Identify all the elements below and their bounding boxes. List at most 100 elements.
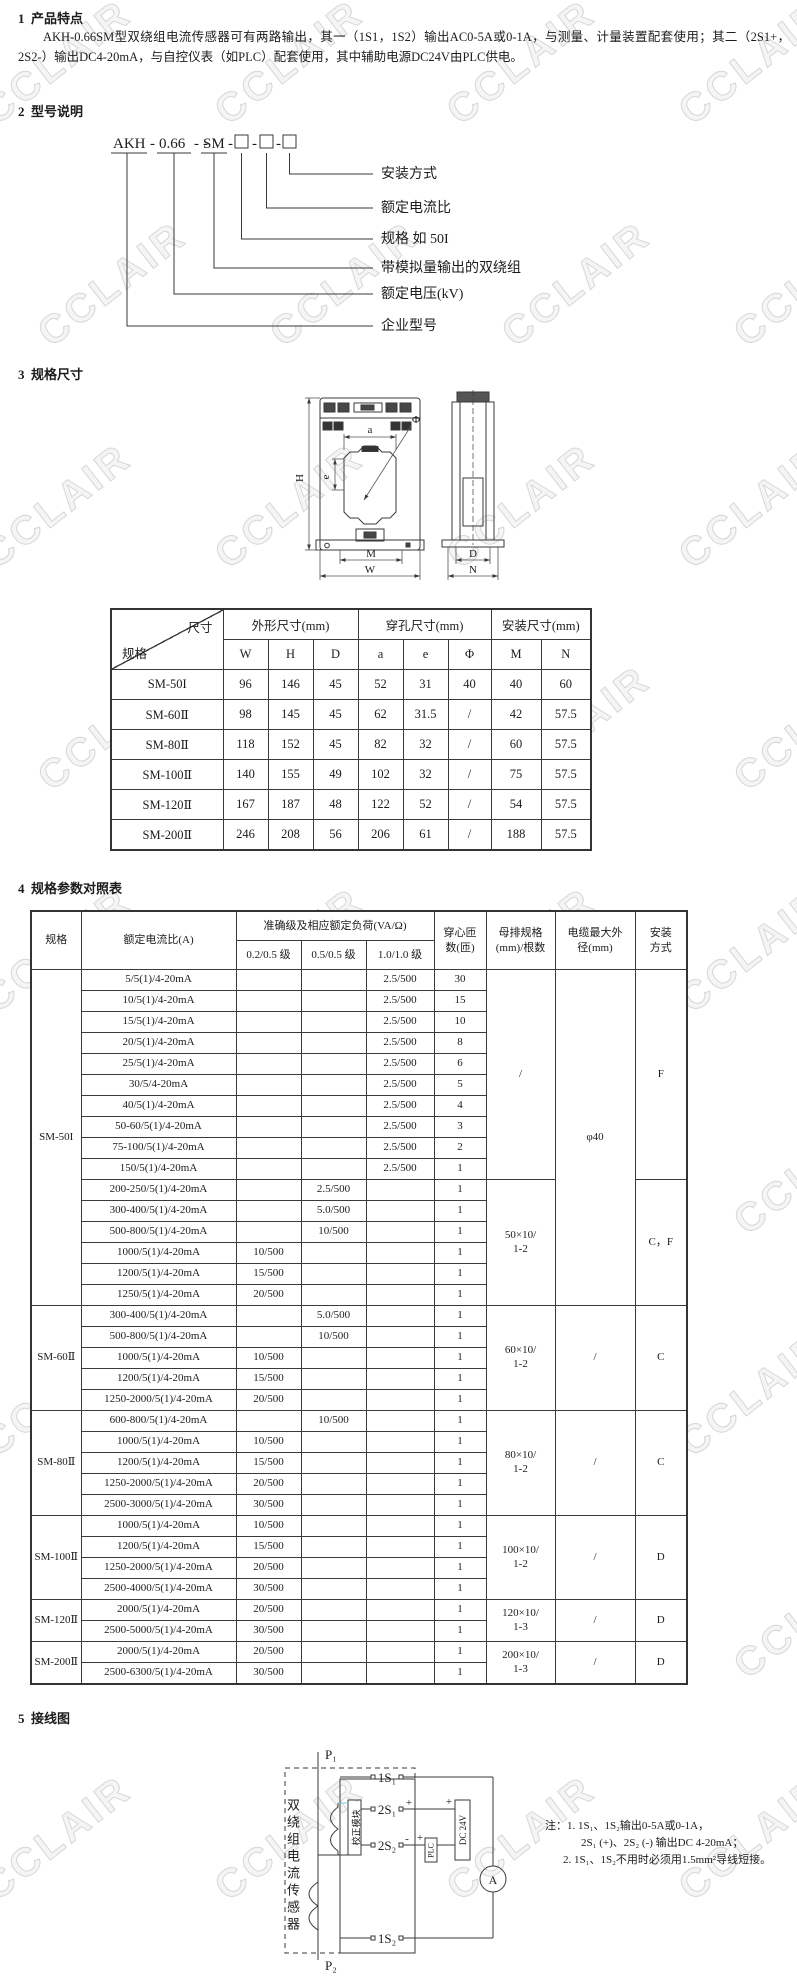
class02-cell [235, 1200, 302, 1222]
class05-cell [300, 1599, 367, 1621]
class02-cell: 10/500 [235, 1347, 302, 1369]
busbar-cell: 100×10/1-2 [485, 1515, 556, 1600]
class10-cell [365, 1515, 435, 1537]
class10-cell [365, 1200, 435, 1222]
watermark-text: CCLAIR [670, 1322, 797, 1466]
dim-value-cell: 54 [490, 789, 542, 820]
correction-module-label: 校正模块 [351, 1809, 362, 1846]
class02-cell [235, 1137, 302, 1159]
dim-label-D: D [469, 548, 477, 560]
class10-cell [365, 1452, 435, 1474]
corner-cell: 尺寸 规格 [110, 608, 224, 670]
inner-circuit-box [339, 1778, 416, 1954]
terminal-1s2-label: 1S₂ [378, 1931, 396, 1946]
watermark-text: CCLAIR [725, 1100, 797, 1244]
ratio-cell: 1200/5(1)/4-20mA [80, 1263, 237, 1285]
accuracy-class-header: 0.2/0.5 级 [235, 940, 302, 970]
dc24v-label: DC 24V [458, 1814, 468, 1846]
dim-value-cell: 45 [312, 699, 359, 730]
wiring-diagram: P₁ P₂ 1S₁ 2S₁ 2S₂ 1S₂ A + + - + 双绕组电流传感器… [235, 1742, 545, 1977]
class02-cell [235, 1095, 302, 1117]
cable-cell: / [554, 1515, 636, 1600]
turns-cell: 1 [433, 1158, 487, 1180]
terminal-2s2-label: 2S₂ [378, 1838, 396, 1853]
wiring-diagram-graphic: P₁ P₂ 1S₁ 2S₁ 2S₂ 1S₂ A + + - + [284, 1747, 507, 1973]
class02-cell: 20/500 [235, 1389, 302, 1411]
spec-name-cell: SM-120Ⅱ [110, 789, 224, 820]
class05-cell [300, 1095, 367, 1117]
primary-winding-coil [308, 1881, 319, 1931]
model-box-ratio [259, 134, 274, 149]
class10-cell [365, 1557, 435, 1579]
table-row: SM-120Ⅱ 2000/5(1)/4-20mA 20/500 1 120×10/1-3… [30, 1599, 688, 1642]
model-series: - [203, 136, 208, 152]
ratio-cell: 75-100/5(1)/4-20mA [80, 1137, 237, 1159]
class05-cell [300, 1620, 367, 1642]
turns-cell: 1 [433, 1452, 487, 1474]
ratio-cell: 15/5(1)/4-20mA [80, 1011, 237, 1033]
class05-cell [300, 1242, 367, 1264]
ratio-cell: 200-250/5(1)/4-20mA [80, 1179, 237, 1201]
class02-cell: 30/500 [235, 1662, 302, 1685]
dim-value-cell: / [447, 759, 492, 790]
dim-value-cell: 40 [447, 669, 492, 700]
spec-name-cell: SM-80Ⅱ [30, 1410, 82, 1516]
dim-value-cell: 49 [312, 759, 359, 790]
column-header: D [312, 639, 359, 670]
ratio-cell: 1000/5(1)/4-20mA [80, 1347, 237, 1369]
table-row: 1250-2000/5(1)/4-20mA 20/500 1 [31, 1389, 687, 1411]
sensor-boundary-box [284, 1767, 416, 1954]
turns-cell: 1 [433, 1515, 487, 1537]
dim-table-body: SM-50I 96 146 45 52 31 40 40 60 SM-60Ⅱ 98 145 45 62 31… [110, 669, 592, 851]
class10-cell [365, 1473, 435, 1495]
table-row: 40/5(1)/4-20mA 2.5/500 4 [31, 1095, 687, 1117]
cable-cell: / [554, 1410, 636, 1516]
turns-cell: 2 [433, 1137, 487, 1159]
table-row: 2500-3000/5(1)/4-20mA 30/500 1 [31, 1494, 687, 1516]
class05-cell [300, 1557, 367, 1579]
spec-name-cell: SM-50I [110, 669, 224, 700]
section-heading-features: 1 产品特点 [18, 11, 84, 26]
note-line: 2. 1S₁、1S₂不用时必须用1.5mm²导线短接。 [563, 1854, 772, 1866]
section-heading-wiring: 5 接线图 [18, 1711, 71, 1726]
ratio-cell: 300-400/5(1)/4-20mA [80, 1305, 237, 1327]
ratio-cell: 1000/5(1)/4-20mA [80, 1431, 237, 1453]
accuracy-group-header: 准确级及相应额定负荷(VA/Ω) [235, 910, 435, 941]
class10-cell: 2.5/500 [365, 990, 435, 1012]
correction-module-box [347, 1799, 362, 1856]
column-header: a [357, 639, 404, 670]
watermark-text: CCLAIR [725, 1544, 797, 1688]
dim-value-cell: 45 [312, 729, 359, 760]
dim-value-cell: 57.5 [540, 789, 592, 820]
class02-cell: 20/500 [235, 1284, 302, 1306]
dim-value-cell: 146 [267, 669, 314, 700]
note-line: 2S₁ (+)、2S₂ (-) 输出DC 4-20mA； [581, 1837, 744, 1849]
class02-cell [235, 1116, 302, 1138]
table-row: SM-50I 96 146 45 52 31 40 40 60 [110, 669, 592, 700]
dim-value-cell: 145 [267, 699, 314, 730]
class10-cell [365, 1389, 435, 1411]
dimension-drawing: H a e Φ M W D N [294, 390, 505, 580]
ratio-cell: 300-400/5(1)/4-20mA [80, 1200, 237, 1222]
column-header: H [267, 639, 314, 670]
dim-label-H: H [294, 474, 306, 482]
ratio-cell: 30/5/4-20mA [80, 1074, 237, 1096]
table-row: SM-200Ⅱ 246 208 56 206 61/188 57.5 [110, 819, 592, 851]
table-row: 300-400/5(1)/4-20mA 5.0/500 1 [31, 1200, 687, 1222]
class10-cell [365, 1326, 435, 1348]
class10-cell [365, 1410, 435, 1432]
ratio-cell: 5/5(1)/4-20mA [80, 969, 237, 991]
ratio-cell: 1000/5(1)/4-20mA [80, 1242, 237, 1264]
table-row: 1000/5(1)/4-20mA 10/500 1 [31, 1431, 687, 1453]
class02-cell: 15/500 [235, 1263, 302, 1285]
class02-cell [235, 969, 302, 991]
dim-label-e: e [320, 474, 332, 479]
class05-cell [300, 1347, 367, 1369]
model-label-ratio: 额定电流比 [381, 200, 451, 216]
turns-cell: 1 [433, 1368, 487, 1390]
dim-label-W: W [365, 564, 376, 576]
turns-cell: 1 [433, 1536, 487, 1558]
class10-cell [365, 1662, 435, 1685]
class02-cell: 10/500 [235, 1515, 302, 1537]
turns-cell: 1 [433, 1431, 487, 1453]
